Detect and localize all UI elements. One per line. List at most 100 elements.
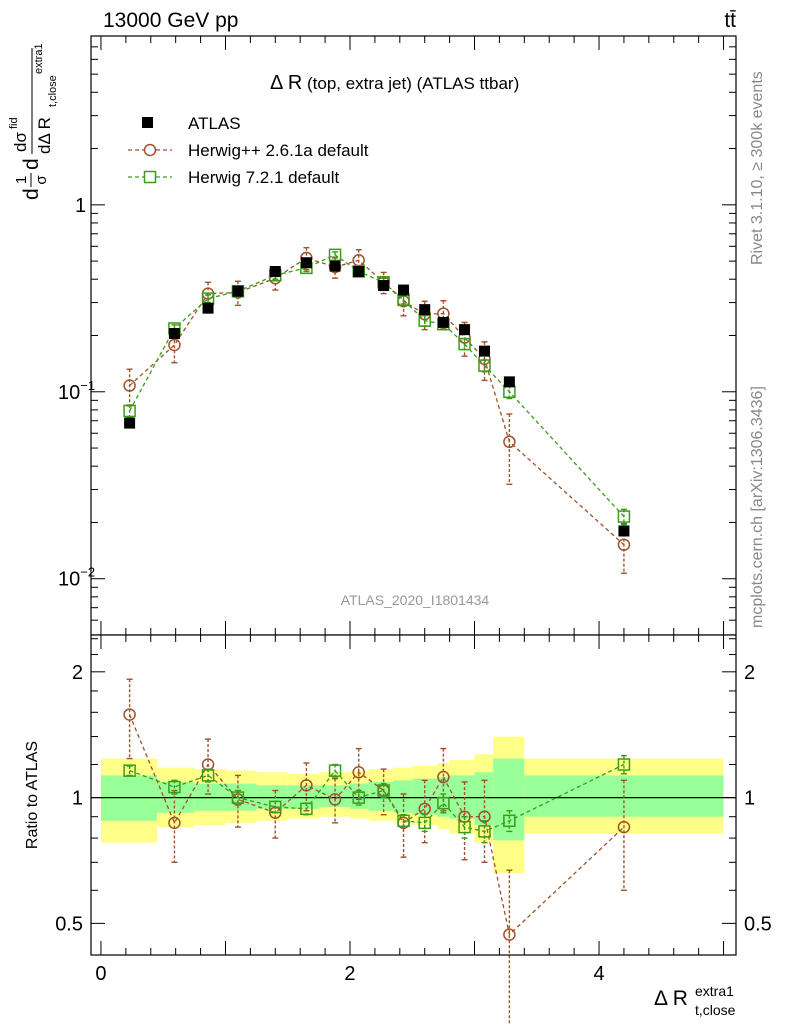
ylabel-frac-top: 1 (13, 176, 30, 184)
main-ytick-base: 10 (58, 569, 80, 591)
ratio-plot-content (123, 678, 631, 1024)
main-atlas-point (478, 345, 490, 357)
header-process-label: tt̄ (724, 9, 736, 32)
legend-label-herwigpp: Herwig++ 2.6.1a default (188, 141, 369, 160)
x-tick-label: 0 (95, 963, 106, 985)
ratio-herwig7-point (300, 802, 313, 816)
header-collision-label: 13000 GeV pp (103, 9, 238, 32)
main-herwigpp-point (617, 538, 631, 551)
ratio-herwig7-point (231, 791, 245, 804)
main-ylabel: d 1 σ d dσ fid dΔ R t,close extra1 (8, 43, 59, 200)
main-ytick-exponent: −2 (80, 565, 95, 580)
main-ytick-label: 10−2 (58, 565, 95, 591)
main-atlas-point (269, 265, 281, 277)
main-herwig7-point (617, 510, 631, 523)
main-atlas-point (329, 260, 341, 272)
ratio-herwigpp-line (128, 714, 625, 936)
ratio-herwigpp-point (123, 708, 136, 721)
main-herwigpp-point (123, 379, 136, 392)
main-ytick-base: 1 (75, 195, 86, 217)
main-atlas-point (398, 284, 410, 296)
ylabel-frac-bottom: σ (33, 175, 50, 185)
ratio-herwig7-point (617, 758, 631, 771)
ratio-herwigpp-point (437, 770, 450, 784)
x-tick-label: 2 (344, 963, 355, 985)
ratio-herwigpp-point (168, 816, 181, 830)
xlabel-sub: t,close (695, 1002, 736, 1018)
main-atlas-point (232, 285, 244, 297)
ratio-herwigpp-point (328, 793, 342, 806)
main-atlas-point (419, 304, 431, 316)
ratio-herwigpp-point (617, 820, 631, 834)
main-title-rest: (top, extra jet) (ATLAS ttbar) (302, 74, 519, 93)
legend-marker-herwigpp (143, 143, 157, 157)
main-ytick-label: 10−1 (58, 378, 95, 404)
xlabel-sup: extra1 (695, 983, 734, 999)
main-title-symbol: Δ R (270, 72, 302, 94)
legend-label-atlas: ATLAS (188, 114, 241, 133)
main-atlas-point (437, 316, 449, 328)
ratio-herwigpp-point (300, 779, 313, 792)
ratio-panel: 0.5 0.5 1 1 2 2 Ratio to ATLAS (24, 634, 772, 1024)
ratio-ytick-label: 2 (72, 662, 83, 684)
main-atlas-point (378, 280, 390, 292)
main-atlas-point (300, 257, 312, 269)
ratio-ylabel: Ratio to ATLAS (24, 741, 41, 849)
main-atlas-point (618, 525, 630, 537)
main-herwig7-point (123, 404, 136, 418)
main-atlas-point (202, 302, 214, 314)
main-atlas-point (168, 327, 180, 339)
ratio-herwig7-point (352, 791, 365, 804)
main-atlas-point (124, 417, 136, 429)
ratio-herwigpp-point (503, 928, 516, 941)
ylabel-denominator-sub: t,close (47, 75, 59, 107)
main-herwig7-point (418, 314, 431, 327)
main-ytick-exponent: −1 (80, 378, 95, 393)
main-atlas-point (459, 324, 471, 336)
ratio-herwig7-point (168, 780, 181, 794)
main-herwig7-point (458, 337, 471, 351)
main-atlas-point (353, 265, 365, 277)
x-axis-title: Δ R extra1 t,close (654, 983, 736, 1018)
main-plot-content (123, 246, 631, 574)
ratio-herwig7-point (503, 814, 516, 828)
ratio-herwigpp-point (352, 765, 365, 779)
ratio-band-stat (474, 772, 494, 825)
analysis-watermark: ATLAS_2020_I1801434 (341, 592, 490, 608)
legend-label-herwig7: Herwig 7.2.1 default (188, 168, 339, 187)
ratio-herwig7-point (328, 764, 342, 777)
main-herwig7-point (478, 359, 491, 372)
ratio-herwig7-line (129, 763, 625, 833)
ylabel-d-lead: d (20, 188, 43, 200)
ratio-frame (90, 634, 737, 956)
main-herwig7-point (328, 248, 342, 262)
ratio-ytick-label: 0.5 (55, 913, 83, 935)
ylabel-denominator-sup: extra1 (33, 43, 45, 74)
main-herwigpp-line (129, 257, 625, 546)
ratio-ytick-label-right: 1 (744, 788, 755, 810)
rivet-version-label: Rivet 3.1.10, ≥ 300k events (749, 71, 766, 265)
ratio-herwig7-point (123, 764, 136, 777)
ratio-herwig7-point (418, 816, 431, 830)
ylabel-numerator: dσ (11, 132, 30, 152)
x-axis: 0 2 4 (95, 963, 604, 985)
x-tick-label: 4 (593, 963, 604, 985)
ratio-herwig7-point (478, 825, 491, 838)
mcplots-label: mcplots.cern.ch [arXiv:1306.3436] (749, 386, 766, 628)
legend-marker-herwig7 (143, 170, 157, 184)
main-ytick-label: 1 (75, 195, 86, 217)
ratio-herwig7-point (437, 796, 450, 810)
legend: ATLAS Herwig++ 2.6.1a default Herwig 7.2… (128, 114, 369, 187)
main-herwig7-line (129, 254, 625, 518)
ratio-herwig7-point (201, 769, 215, 782)
ylabel-d: d (20, 158, 43, 170)
legend-marker-atlas (142, 117, 153, 128)
ylabel-numerator-sup: fid (8, 117, 20, 129)
ratio-ytick-label-right: 0.5 (744, 913, 772, 935)
main-atlas-point (503, 376, 515, 388)
ratio-herwig7-point (458, 820, 471, 834)
ratio-herwig7-point (397, 814, 410, 828)
ratio-axes: 0.5 0.5 1 1 2 2 (55, 635, 772, 955)
